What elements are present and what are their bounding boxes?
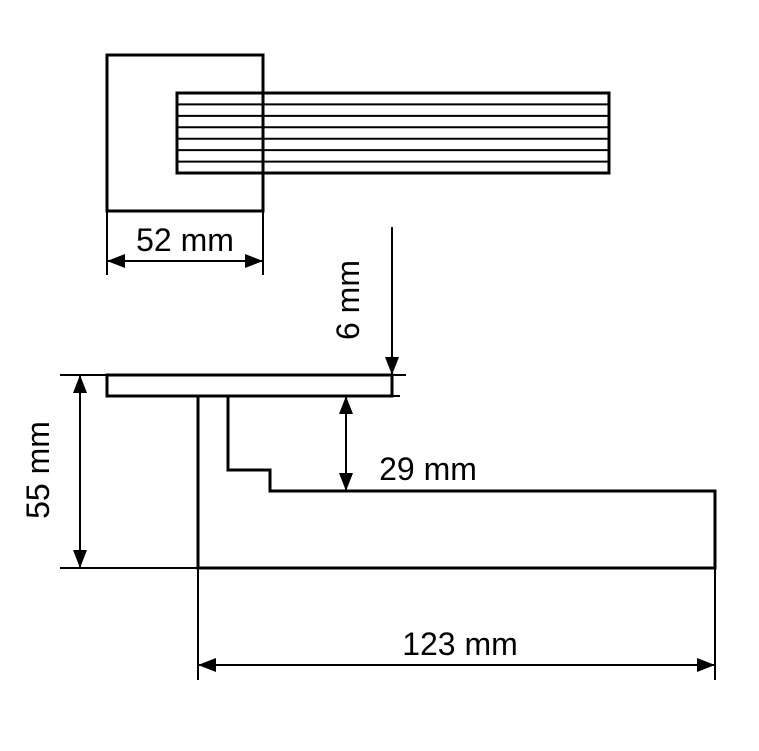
arrowhead (198, 658, 216, 672)
arrowhead (73, 375, 87, 393)
dimensions.d6.label: 6 mm (330, 260, 366, 340)
dimensions.d55.label: 55 mm (20, 421, 56, 519)
dimensions.d123.label: 123 mm (402, 626, 518, 662)
arrowhead (339, 396, 353, 414)
arrowhead (385, 357, 399, 375)
dimensions.d29.label: 29 mm (379, 451, 477, 487)
arrowhead (697, 658, 715, 672)
arrowhead (339, 473, 353, 491)
arrowhead (73, 550, 87, 568)
dimensions.d52.label: 52 mm (136, 222, 234, 258)
topview-rose (107, 55, 263, 211)
sideview-rose (107, 375, 392, 396)
arrowhead (245, 254, 263, 268)
arrowhead (107, 254, 125, 268)
